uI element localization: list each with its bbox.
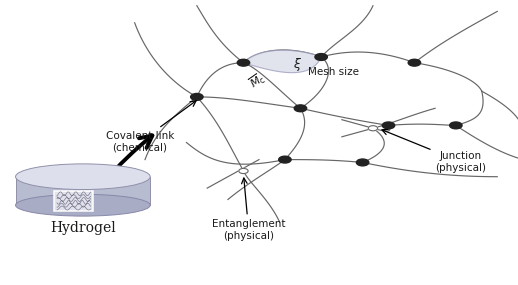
Circle shape <box>315 54 327 60</box>
Ellipse shape <box>16 194 150 216</box>
Circle shape <box>191 93 203 100</box>
Text: Entanglement
(physical): Entanglement (physical) <box>212 178 285 241</box>
Circle shape <box>368 126 378 131</box>
Polygon shape <box>243 50 321 73</box>
Bar <box>54 191 93 211</box>
Ellipse shape <box>16 164 150 190</box>
Text: $\xi$: $\xi$ <box>293 56 303 73</box>
Circle shape <box>450 122 462 129</box>
Text: Junction
(physical): Junction (physical) <box>382 129 486 173</box>
Circle shape <box>294 105 307 112</box>
Text: Hydrogel: Hydrogel <box>50 221 116 235</box>
Text: Covalent link
(chemical): Covalent link (chemical) <box>106 101 196 153</box>
Circle shape <box>356 159 369 166</box>
Circle shape <box>408 59 421 66</box>
Text: Mesh size: Mesh size <box>308 67 359 77</box>
Circle shape <box>279 156 291 163</box>
Text: $\overline{M}_{\rm c}$: $\overline{M}_{\rm c}$ <box>247 70 268 92</box>
Circle shape <box>237 59 250 66</box>
Circle shape <box>382 122 395 129</box>
Polygon shape <box>16 177 150 205</box>
Circle shape <box>239 168 248 174</box>
